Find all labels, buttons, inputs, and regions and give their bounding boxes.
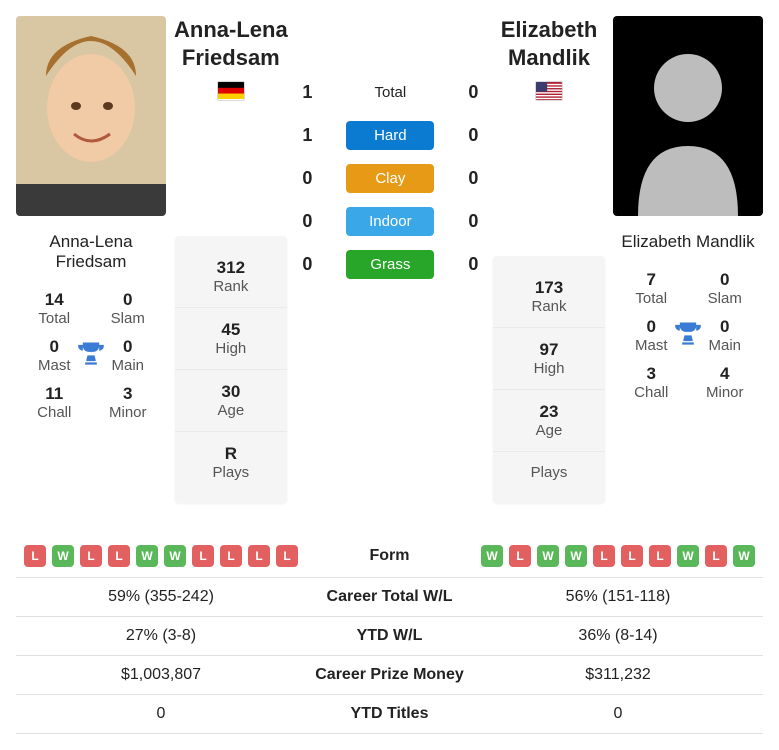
h2h-row-total: 1 Total 0 <box>300 78 480 107</box>
form-chip-loss: L <box>248 545 270 567</box>
form-chip-win: W <box>677 545 699 567</box>
head-to-head: 1 Total 0 1 Hard 0 0 Clay 0 0 Indoor 0 0 Grass 0 <box>296 16 485 503</box>
h2h-score-left: 1 <box>300 82 314 103</box>
surface-label: Indoor <box>346 207 434 236</box>
h2h-score-left: 0 <box>300 211 314 232</box>
form-chip-loss: L <box>593 545 615 567</box>
h2h-score-right: 0 <box>466 82 480 103</box>
row-label-career-wl: Career Total W/L <box>306 578 473 617</box>
form-chip-loss: L <box>220 545 242 567</box>
ytd-titles-left: 0 <box>16 695 306 734</box>
player-heading-right: ElizabethMandlik <box>501 16 598 71</box>
form-chip-win: W <box>52 545 74 567</box>
h2h-score-right: 0 <box>466 125 480 146</box>
h2h-score-right: 0 <box>466 168 480 189</box>
form-left: LWLLWWLLLL <box>24 545 298 567</box>
player-heading-left: Anna-LenaFriedsam <box>174 16 288 71</box>
form-chip-win: W <box>136 545 158 567</box>
row-label-ytd-wl: YTD W/L <box>306 617 473 656</box>
prize-left: $1,003,807 <box>16 656 306 695</box>
form-chip-win: W <box>565 545 587 567</box>
stats-table: LWLLWWLLLL Form WLWWLLLWLW 59% (355-242)… <box>16 535 763 734</box>
form-chip-loss: L <box>649 545 671 567</box>
h2h-score-left: 1 <box>300 125 314 146</box>
player-name-right: Elizabeth Mandlik <box>621 232 754 252</box>
flag-germany <box>217 81 245 101</box>
h2h-row-hard: 1 Hard 0 <box>300 121 480 150</box>
player-name-left: Anna-Lena Friedsam <box>16 232 166 272</box>
form-chip-loss: L <box>509 545 531 567</box>
player-photo-left <box>16 16 166 216</box>
h2h-score-right: 0 <box>466 211 480 232</box>
trophy-icon <box>674 319 702 352</box>
ytd-titles-right: 0 <box>473 695 763 734</box>
titles-grid-left: 14Total 0Slam 0Mast 0Main 11Chall 3Minor <box>35 290 146 421</box>
h2h-score-left: 0 <box>300 168 314 189</box>
row-label-ytd-titles: YTD Titles <box>306 695 473 734</box>
prize-right: $311,232 <box>473 656 763 695</box>
career-wl-right: 56% (151-118) <box>473 578 763 617</box>
row-label-form: Form <box>306 535 473 578</box>
form-chip-loss: L <box>108 545 130 567</box>
career-wl-left: 59% (355-242) <box>16 578 306 617</box>
form-chip-loss: L <box>705 545 727 567</box>
stat-card-right: 173Rank 97High 23Age Plays <box>493 256 605 503</box>
form-chip-win: W <box>164 545 186 567</box>
surface-label: Total <box>346 78 434 107</box>
form-chip-win: W <box>481 545 503 567</box>
form-right: WLWWLLLWLW <box>481 545 755 567</box>
player-photo-right <box>613 16 763 216</box>
row-label-prize: Career Prize Money <box>306 656 473 695</box>
surface-label: Hard <box>346 121 434 150</box>
ytd-wl-left: 27% (3-8) <box>16 617 306 656</box>
form-chip-win: W <box>537 545 559 567</box>
h2h-row-clay: 0 Clay 0 <box>300 164 480 193</box>
h2h-score-right: 0 <box>466 254 480 275</box>
form-chip-loss: L <box>80 545 102 567</box>
surface-label: Clay <box>346 164 434 193</box>
surface-label: Grass <box>346 250 434 279</box>
form-chip-loss: L <box>621 545 643 567</box>
form-chip-loss: L <box>192 545 214 567</box>
form-chip-win: W <box>733 545 755 567</box>
stat-card-left: 312Rank 45High 30Age RPlays <box>175 236 287 503</box>
h2h-row-grass: 0 Grass 0 <box>300 250 480 279</box>
h2h-score-left: 0 <box>300 254 314 275</box>
form-chip-loss: L <box>24 545 46 567</box>
form-chip-loss: L <box>276 545 298 567</box>
ytd-wl-right: 36% (8-14) <box>473 617 763 656</box>
titles-grid-right: 7Total 0Slam 0Mast 0Main 3Chall 4Minor <box>632 270 743 401</box>
h2h-row-indoor: 0 Indoor 0 <box>300 207 480 236</box>
trophy-icon <box>77 339 105 372</box>
flag-usa <box>535 81 563 101</box>
